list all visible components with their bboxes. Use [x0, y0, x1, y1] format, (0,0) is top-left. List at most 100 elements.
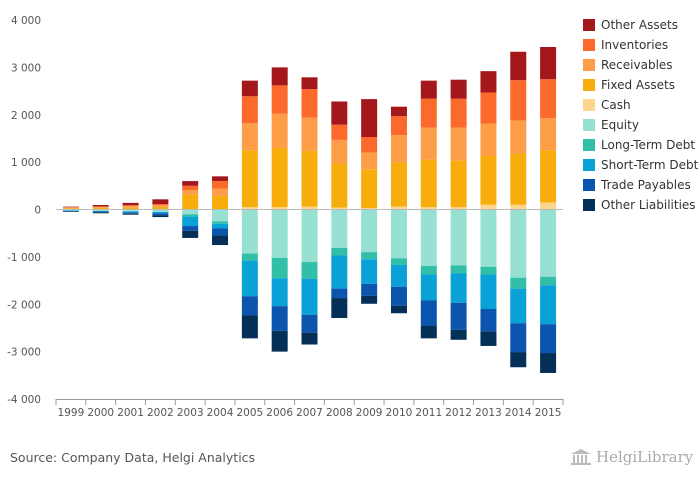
bar-segment	[241, 260, 258, 297]
bar-segment	[331, 163, 348, 208]
bar-segment	[540, 79, 557, 119]
bar-segment	[301, 332, 318, 345]
bar-segment	[361, 169, 378, 209]
legend-label: Long-Term Debt	[601, 138, 696, 152]
x-tick-label: 2015	[535, 407, 562, 419]
bar-segment	[271, 207, 288, 210]
bar-segment	[510, 120, 527, 154]
x-tick-label: 2005	[236, 407, 263, 419]
bar-segment	[390, 162, 407, 207]
bar-segment	[122, 213, 139, 215]
legend-label: Trade Payables	[601, 178, 691, 192]
bar-segment	[420, 207, 437, 210]
brand-logo[interactable]: HelgiLibrary	[570, 448, 693, 466]
bar-segment	[152, 199, 169, 205]
legend-item-receivables[interactable]: Receivables	[583, 55, 698, 75]
bar-segment	[182, 185, 199, 191]
y-tick-label: -3 000	[7, 347, 41, 359]
brand-name: HelgiLibrary	[596, 448, 694, 466]
x-tick-label: 2011	[415, 407, 442, 419]
bar-segment	[420, 98, 437, 128]
legend-item-trade-payables[interactable]: Trade Payables	[583, 175, 698, 195]
bar-segment	[122, 211, 139, 213]
bar-segment	[450, 273, 467, 303]
legend-label: Cash	[601, 98, 631, 112]
bar-segment	[62, 207, 79, 209]
bar-segment	[122, 209, 139, 212]
bar-segment	[450, 302, 467, 330]
bar-segment	[122, 205, 139, 206]
legend-item-other-liabilities[interactable]: Other Liabilities	[583, 195, 698, 215]
bar-segment	[361, 252, 378, 260]
bar-segment	[301, 314, 318, 333]
bar-segment	[510, 277, 527, 289]
legend: Other Assets Inventories Receivables Fix…	[583, 15, 698, 215]
legend-item-cash[interactable]: Cash	[583, 95, 698, 115]
bar-segment	[182, 181, 199, 186]
legend-swatch	[583, 159, 595, 171]
legend-item-other-assets[interactable]: Other Assets	[583, 15, 698, 35]
bar-segment	[361, 209, 378, 253]
bar-segment	[480, 204, 497, 210]
bar-segment	[420, 265, 437, 275]
bar-segment	[420, 159, 437, 208]
bar-segment	[182, 209, 199, 215]
bar-segment	[271, 257, 288, 279]
legend-label: Short-Term Debt	[601, 158, 699, 172]
bar-segment	[480, 266, 497, 275]
legend-swatch	[583, 139, 595, 151]
legend-swatch	[583, 59, 595, 71]
bar-segment	[152, 215, 169, 218]
bar-segment	[480, 331, 497, 346]
bar-segment	[390, 116, 407, 136]
bar-segment	[390, 106, 407, 117]
bar-segment	[510, 209, 527, 278]
bar-segment	[510, 288, 527, 324]
bar-segment	[510, 51, 527, 81]
bar-segment	[122, 202, 139, 206]
bar-segment	[62, 208, 79, 210]
bar-segment	[390, 305, 407, 314]
bar-segment	[212, 176, 229, 182]
bar-segment	[152, 211, 169, 214]
bar-segment	[450, 209, 467, 266]
legend-item-fixed-assets[interactable]: Fixed Assets	[583, 75, 698, 95]
stacked-bar-chart: 4 000 3 000 2 000 1 000 0 -1 000 -2 000 -3 000 -…	[7, 15, 564, 419]
legend-swatch	[583, 179, 595, 191]
bar-segment	[361, 208, 378, 210]
legend-item-equity[interactable]: Equity	[583, 115, 698, 135]
bar-segment	[540, 150, 557, 203]
bar-segment	[510, 323, 527, 353]
bar-segment	[390, 135, 407, 163]
x-tick-label: 2006	[266, 407, 293, 419]
bar-segment	[271, 330, 288, 352]
legend-item-inventories[interactable]: Inventories	[583, 35, 698, 55]
bar-segment	[390, 286, 407, 306]
bar-segment	[212, 221, 229, 224]
bar-segment	[241, 315, 258, 339]
x-tick-label: 2003	[177, 407, 204, 419]
bar-segment	[390, 258, 407, 265]
bar-segment	[450, 207, 467, 210]
legend-item-short-term-debt[interactable]: Short-Term Debt	[583, 155, 698, 175]
bar-segment	[92, 204, 109, 207]
bar-segment	[241, 80, 258, 97]
bar-segment	[420, 325, 437, 339]
source-note: Source: Company Data, Helgi Analytics	[10, 450, 256, 465]
bar-segment	[450, 160, 467, 208]
bar-segment	[271, 306, 288, 331]
bar-segment	[212, 235, 229, 246]
bar-segment	[182, 214, 199, 217]
bar-segment	[241, 96, 258, 124]
bar-segment	[92, 212, 109, 214]
bar-segment	[271, 278, 288, 307]
y-tick-label: 4 000	[11, 15, 41, 27]
bar-segment	[301, 117, 318, 151]
legend-item-long-term-debt[interactable]: Long-Term Debt	[583, 135, 698, 155]
bar-segment	[361, 259, 378, 284]
bar-segment	[241, 209, 258, 254]
bar-segment	[331, 298, 348, 318]
legend-swatch	[583, 119, 595, 131]
bar-segment	[182, 194, 199, 210]
bar-segment	[450, 329, 467, 340]
